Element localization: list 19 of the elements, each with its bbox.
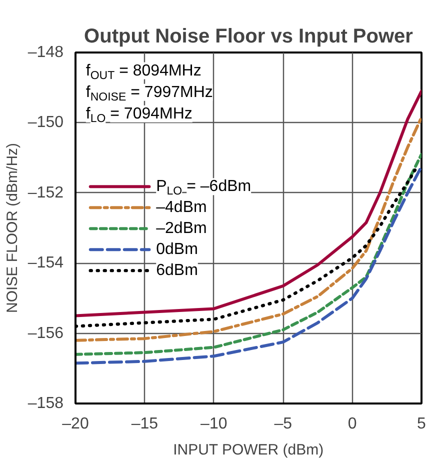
legend-label: 0dBm [156, 241, 198, 258]
legend-label: –2dBm [156, 220, 207, 238]
y-tick-label: –158 [28, 395, 64, 412]
x-tick-label: –20 [62, 416, 89, 432]
x-tick-label: 0 [348, 416, 357, 432]
y-tick-label: –150 [28, 114, 64, 132]
x-tick-label: –15 [131, 416, 158, 432]
x-tick-label: 5 [417, 416, 426, 432]
y-tick-label: –148 [28, 44, 64, 61]
y-axis-title: NOISE FLOOR (dBm/Hz) [4, 142, 21, 314]
x-tick-label: –10 [200, 416, 228, 432]
y-tick-label: –156 [28, 324, 64, 342]
legend-label: 6dBm [156, 262, 198, 280]
x-tick-label: –5 [274, 416, 292, 432]
y-tick-label: –154 [28, 254, 64, 272]
x-axis-title: INPUT POWER (dBm) [173, 442, 324, 458]
legend-label: –4dBm [156, 199, 207, 216]
chart-title: Output Noise Floor vs Input Power [84, 26, 414, 48]
y-tick-label: –152 [28, 184, 64, 202]
